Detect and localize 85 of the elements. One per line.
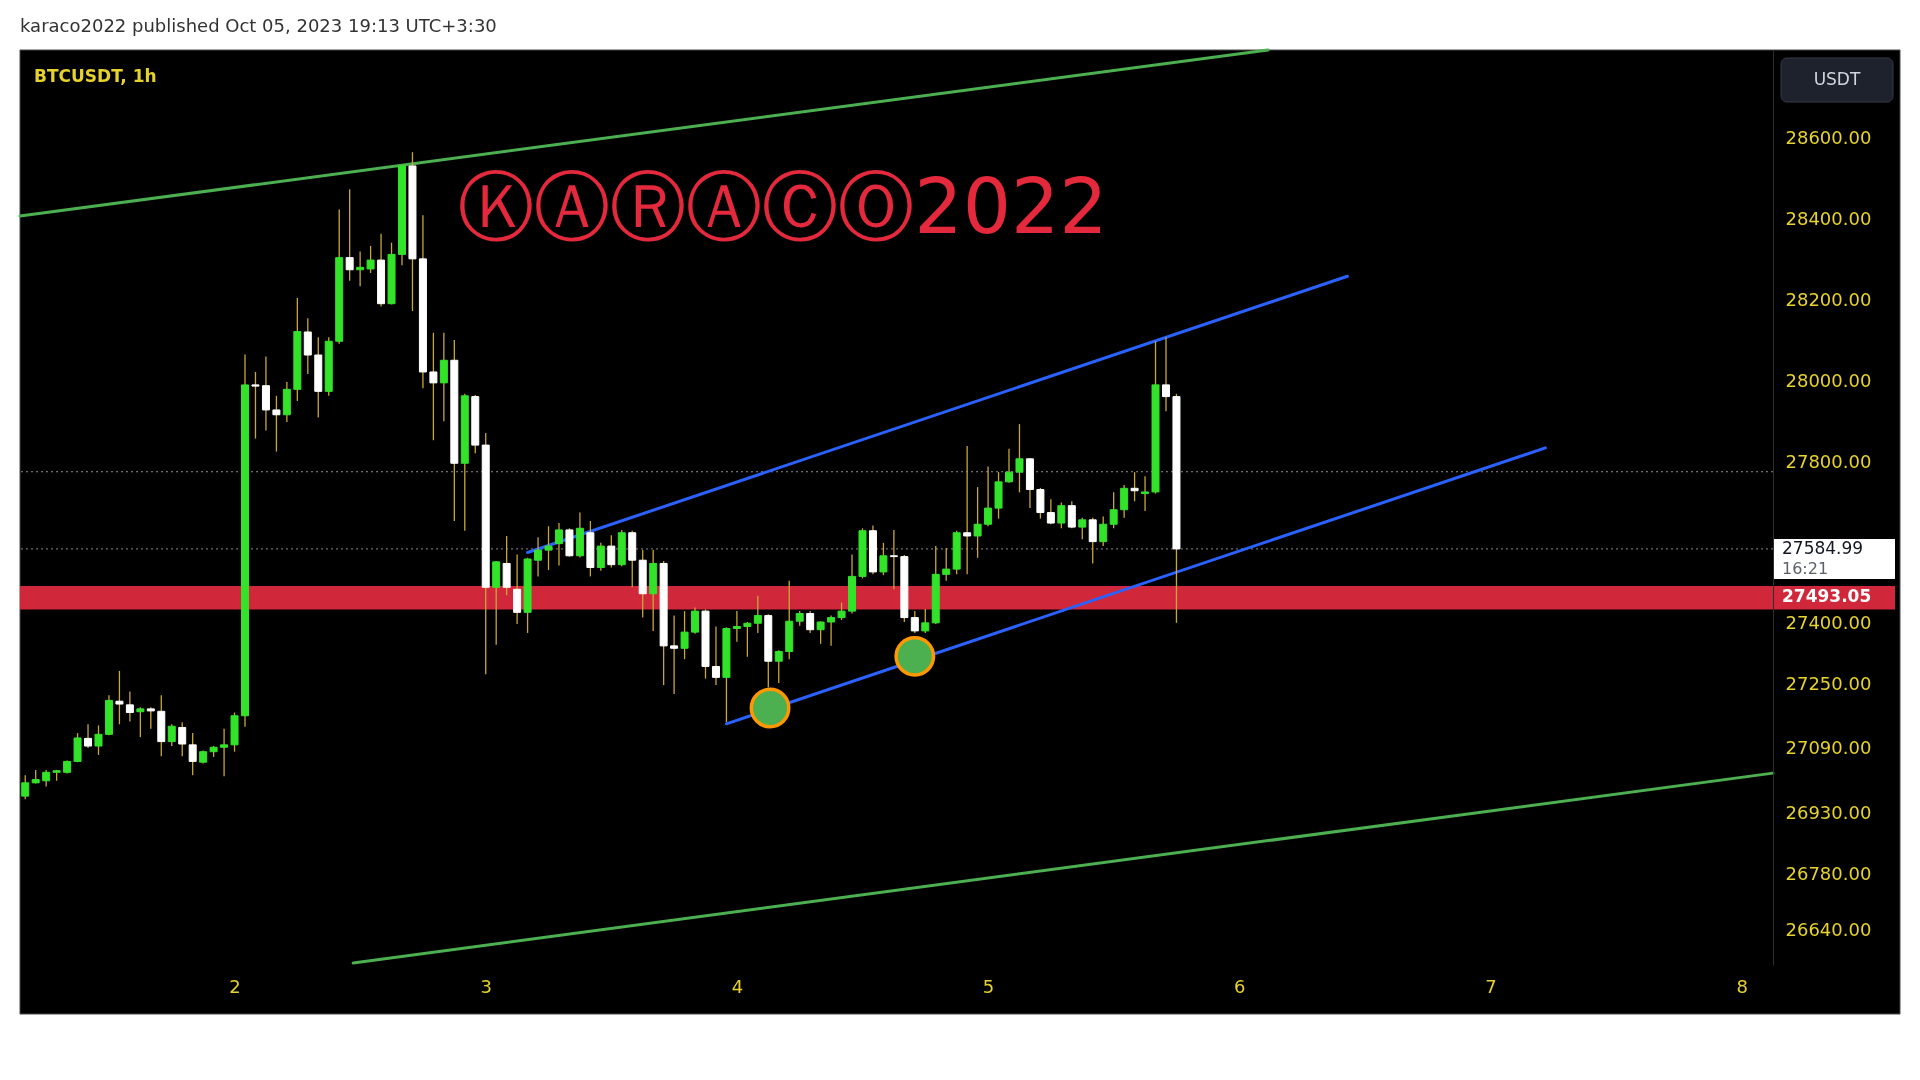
candlestick	[366, 245, 375, 274]
candlestick	[1036, 487, 1045, 520]
ref-line-label: 27584.99	[1782, 537, 1864, 558]
candlestick	[753, 595, 762, 634]
candlestick	[910, 610, 919, 634]
candlestick	[188, 732, 197, 776]
candlestick	[554, 522, 563, 567]
candlestick	[439, 332, 448, 422]
candlestick	[1046, 498, 1055, 525]
candlestick	[502, 535, 511, 597]
x-tick-label: 8	[1736, 975, 1748, 997]
y-tick-label: 27250.00	[1785, 672, 1872, 694]
candlestick	[429, 332, 438, 441]
candlestick	[889, 529, 898, 590]
candlestick	[513, 553, 522, 625]
candlestick	[816, 620, 825, 645]
candlestick	[1015, 423, 1024, 493]
y-tick-label: 28600.00	[1785, 127, 1872, 149]
candlestick	[1078, 517, 1087, 540]
candlestick	[942, 547, 951, 582]
y-tick-label: 28000.00	[1785, 369, 1872, 391]
candlestick	[356, 250, 365, 287]
candlestick	[125, 690, 134, 723]
y-tick-label: 28400.00	[1785, 208, 1872, 230]
y-tick-label: 27800.00	[1785, 450, 1872, 472]
candlestick	[1161, 336, 1170, 412]
y-tick-label: 26930.00	[1785, 802, 1872, 824]
candlestick	[973, 486, 982, 559]
candlestick	[963, 445, 972, 576]
candlestick	[732, 610, 741, 643]
candlestick	[607, 534, 616, 569]
candlestick	[94, 724, 103, 756]
candlestick	[178, 721, 187, 757]
annotation: ⓀⒶⓇⒶⒸⓄ2022	[458, 162, 1108, 251]
band-label: 27493.05	[1782, 586, 1872, 607]
candlestick	[115, 670, 124, 725]
candlestick	[670, 614, 679, 695]
x-tick-label: 4	[731, 975, 744, 997]
y-tick-label: 26640.00	[1785, 919, 1872, 941]
candlestick	[879, 542, 888, 576]
candlestick	[1057, 501, 1066, 529]
x-tick-label: 3	[480, 975, 492, 997]
candlestick	[345, 188, 354, 282]
candlestick	[1088, 517, 1097, 565]
x-tick-label: 5	[982, 975, 995, 997]
candlestick	[544, 525, 553, 571]
candlestick	[827, 614, 836, 647]
candlestick	[534, 536, 543, 578]
candlestick	[774, 649, 783, 684]
candlestick	[136, 706, 145, 738]
candlestick	[1109, 491, 1118, 529]
candlestick	[272, 395, 281, 453]
candlestick	[1130, 471, 1139, 502]
x-tick-label: 7	[1485, 975, 1497, 997]
text: 16:21	[1782, 558, 1829, 578]
candlestick	[251, 371, 260, 440]
x-tick-label: 6	[1234, 975, 1246, 997]
x-tick-label: 2	[229, 975, 241, 997]
candlestick	[303, 317, 312, 375]
y-tick-label: 27090.00	[1785, 737, 1872, 759]
candlestick	[806, 610, 815, 634]
y-tick-label: 26780.00	[1785, 862, 1872, 884]
text: BTCUSDT, 1h	[34, 66, 157, 86]
candlestick	[1120, 484, 1129, 519]
candlestick	[167, 723, 176, 747]
candlestick	[1067, 500, 1076, 529]
candlestick	[711, 625, 720, 686]
candlestick	[220, 728, 229, 777]
candlestick	[84, 723, 93, 749]
text: USDT	[1813, 69, 1861, 89]
candlestick	[743, 621, 752, 658]
candlestick	[921, 608, 930, 634]
text: karaco2022 published Oct 05, 2023 19:13 UTC+3:30	[20, 15, 497, 36]
y-tick-label: 27400.00	[1785, 612, 1872, 634]
candlestick	[1141, 475, 1150, 512]
candlestick	[596, 542, 605, 572]
candlestick	[984, 465, 993, 527]
y-tick-label: 28200.00	[1785, 288, 1872, 310]
candlestick	[1005, 448, 1014, 484]
candlestick	[680, 610, 689, 660]
candlestick	[21, 774, 30, 801]
candlestick	[73, 732, 82, 763]
candlestick	[146, 706, 155, 730]
candlestick	[1099, 515, 1108, 547]
candlestick	[691, 606, 700, 635]
